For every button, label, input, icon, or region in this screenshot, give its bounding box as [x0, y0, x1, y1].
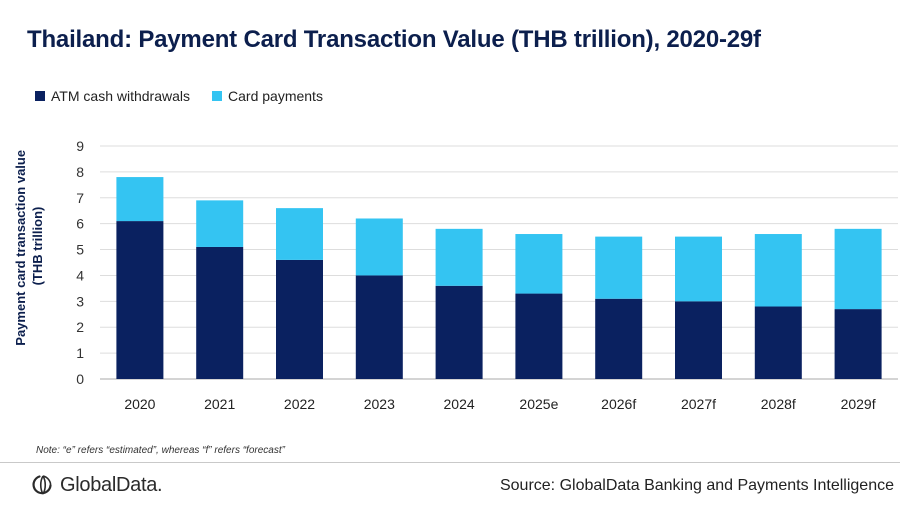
- bar-atm-2021: [196, 246, 244, 379]
- globaldata-logo-icon: [32, 475, 52, 495]
- bar-atm-2023: [355, 275, 403, 379]
- bar-atm-2025e: [515, 293, 563, 379]
- legend-label-atm: ATM cash withdrawals: [51, 88, 191, 104]
- bar-card-2021: [196, 200, 244, 247]
- bar-card-2029f: [834, 228, 882, 310]
- globaldata-logo: GlobalData.: [30, 473, 163, 497]
- y-tick-label: 3: [76, 293, 84, 309]
- y-tick-label: 2: [76, 319, 84, 335]
- bar-atm-2020: [116, 221, 164, 379]
- bar-card-2022: [276, 208, 323, 260]
- x-axis-ticks: 2020 2021 2022 2023 2024 2025e 2026f 2027f 2028f…: [124, 396, 875, 412]
- x-tick-label: 2021: [204, 396, 235, 412]
- x-tick-label: 2025e: [519, 396, 558, 412]
- bar-atm-2027f: [675, 301, 722, 379]
- y-tick-label: 4: [76, 267, 84, 283]
- y-tick-label: 7: [76, 190, 84, 206]
- y-axis-label: Payment card transaction value (THB tril…: [13, 146, 45, 345]
- legend-item-card: Card payments: [212, 88, 323, 104]
- bar-card-2023: [355, 218, 403, 276]
- y-tick-label: 1: [76, 345, 84, 361]
- bar-atm-2029f: [834, 309, 882, 379]
- legend-swatch-card: [212, 91, 223, 101]
- x-tick-label: 2023: [364, 396, 395, 412]
- y-tick-label: 5: [76, 242, 84, 258]
- x-tick-label: 2028f: [761, 396, 796, 412]
- x-tick-label: 2027f: [681, 396, 716, 412]
- source-credit: Source: GlobalData Banking and Payments …: [499, 477, 894, 494]
- x-tick-label: 2022: [284, 396, 315, 412]
- y-axis-ticks: 0 1 2 3 4 5 6 7 8 9: [76, 138, 84, 387]
- bar-card-2026f: [595, 236, 643, 299]
- bar-card-2027f: [675, 236, 722, 302]
- y-tick-label: 6: [76, 216, 84, 232]
- legend-item-atm: ATM cash withdrawals: [35, 88, 190, 104]
- y-tick-label: 0: [76, 371, 84, 387]
- bar-atm-2026f: [595, 298, 643, 379]
- x-tick-label: 2024: [444, 396, 475, 412]
- footer-divider: [0, 462, 900, 463]
- x-tick-label: 2026f: [601, 396, 636, 412]
- bars: [116, 177, 882, 379]
- legend-label-card: Card payments: [228, 88, 323, 104]
- y-tick-label: 8: [76, 164, 84, 180]
- stacked-bar-chart: 0 1 2 3 4 5 6 7 8 9 2020 2021 2022 2023 2024 2025e 2026…: [13, 138, 898, 412]
- y-tick-label: 9: [76, 138, 84, 154]
- bar-card-2025e: [515, 234, 563, 294]
- bar-atm-2028f: [754, 306, 802, 379]
- brand-name: GlobalData.: [60, 473, 163, 496]
- bar-atm-2022: [276, 259, 323, 379]
- footnote: Note: “e” refers “estimated”, whereas “f…: [36, 445, 285, 456]
- chart-title: Thailand: Payment Card Transaction Value…: [27, 26, 761, 53]
- x-tick-label: 2029f: [841, 396, 876, 412]
- legend: ATM cash withdrawals Card payments: [35, 88, 345, 104]
- bar-atm-2024: [435, 285, 483, 379]
- legend-swatch-atm: [35, 91, 45, 101]
- x-tick-label: 2020: [124, 396, 155, 412]
- bar-card-2028f: [754, 234, 802, 307]
- bar-card-2024: [435, 228, 483, 286]
- bar-card-2020: [116, 177, 164, 222]
